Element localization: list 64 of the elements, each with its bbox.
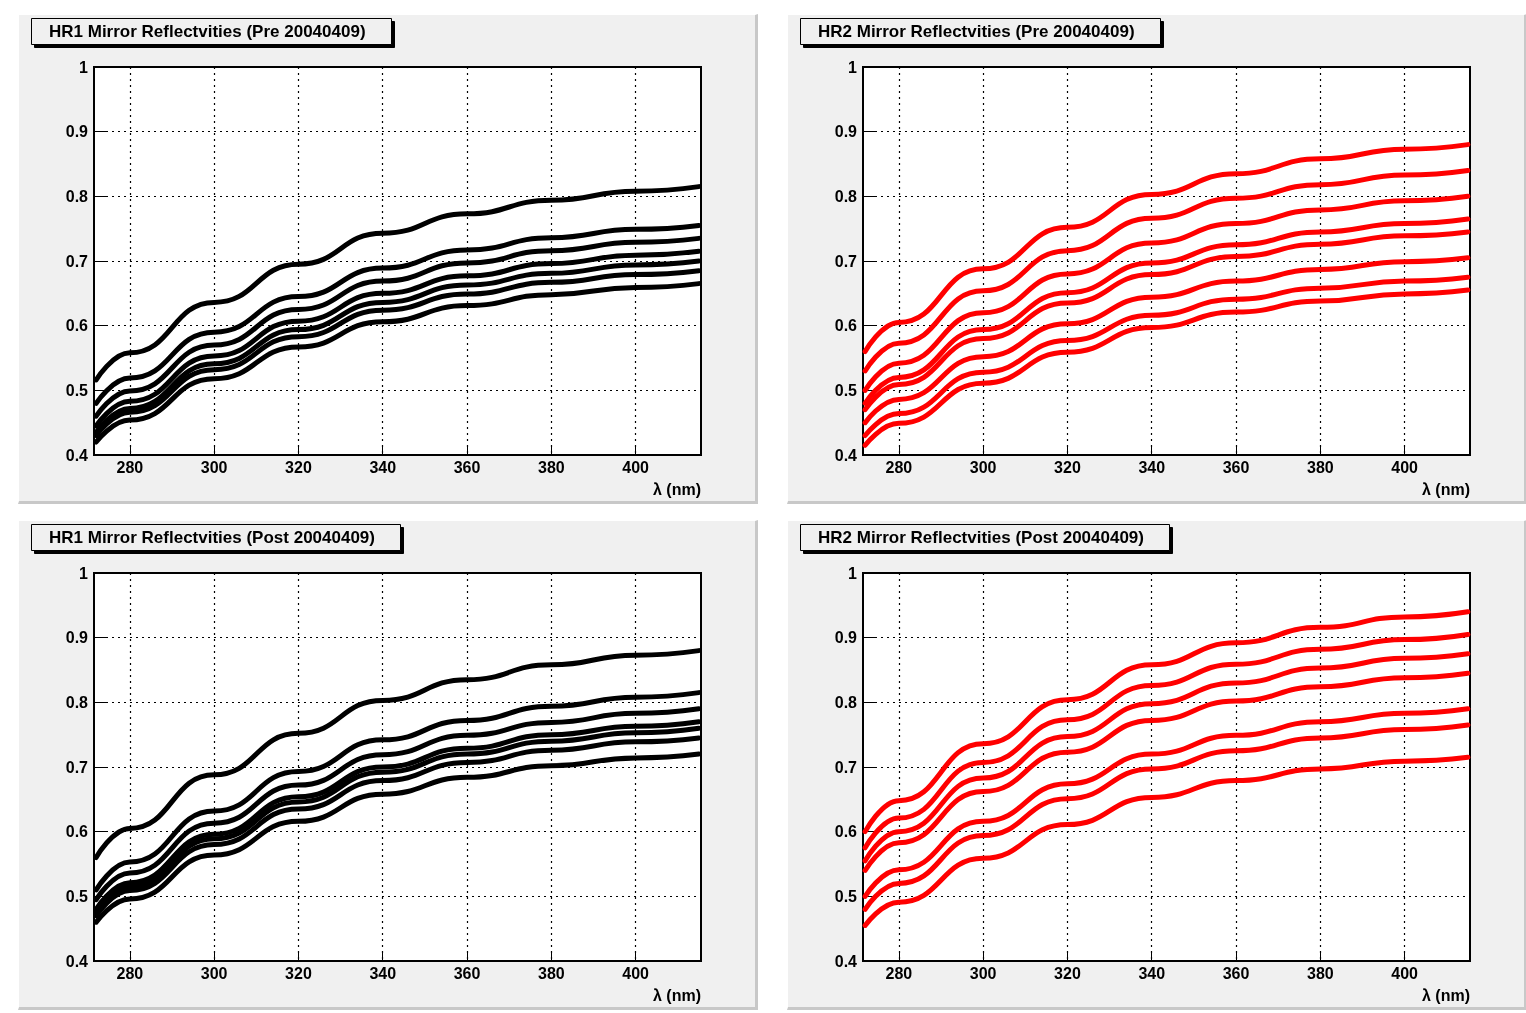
y-tick-label: 1 [848,564,858,582]
x-tick-label: 380 [538,964,565,982]
x-tick-label: 320 [1054,964,1081,982]
y-tick-label: 1 [79,58,89,76]
x-tick-label: 380 [1307,458,1334,476]
x-tick-label: 340 [1138,964,1166,982]
x-tick-label: 360 [1222,458,1250,476]
x-axis-title: λ (nm) [653,986,701,1004]
x-tick-label: 300 [200,458,228,476]
x-axis-title: λ (nm) [1422,986,1470,1004]
chart-title: HR2 Mirror Reflectvities (Pre 20040409) [818,22,1135,41]
y-tick-label: 0.6 [65,823,89,841]
y-tick-label: 0.4 [834,952,858,970]
x-tick-label: 360 [1222,964,1250,982]
y-tick-label: 0.6 [65,317,89,335]
x-tick-label: 360 [453,458,481,476]
y-tick-label: 0.8 [65,693,89,711]
x-tick-label: 360 [453,964,481,982]
y-tick-label: 0.9 [65,629,89,647]
x-tick-label: 320 [285,458,312,476]
x-tick-label: 380 [538,458,565,476]
x-tick-label: 280 [885,964,913,982]
y-tick-label: 0.5 [65,381,89,399]
y-tick-label: 0.5 [834,887,858,905]
chart-title: HR1 Mirror Reflectvities (Pre 20040409) [49,22,366,41]
y-tick-label: 1 [79,564,89,582]
x-tick-label: 320 [285,964,312,982]
x-tick-label: 280 [116,458,144,476]
y-tick-label: 0.4 [65,446,89,464]
y-tick-label: 0.7 [65,252,89,270]
x-tick-label: 280 [116,964,144,982]
y-tick-label: 0.5 [834,381,858,399]
x-axis-title: λ (nm) [1422,480,1470,498]
y-tick-label: 0.4 [834,446,858,464]
x-tick-label: 400 [622,964,650,982]
chart-title: HR2 Mirror Reflectvities (Post 20040409) [818,528,1144,547]
y-tick-label: 1 [848,58,858,76]
y-tick-label: 0.8 [834,187,858,205]
y-tick-label: 0.9 [65,123,89,141]
x-tick-label: 400 [1391,458,1419,476]
x-tick-label: 340 [369,964,397,982]
y-tick-label: 0.4 [65,952,89,970]
y-tick-label: 0.8 [834,693,858,711]
x-tick-label: 300 [200,964,228,982]
x-tick-label: 400 [622,458,650,476]
y-tick-label: 0.6 [834,317,858,335]
x-axis-title: λ (nm) [653,480,701,498]
x-tick-label: 380 [1307,964,1334,982]
y-tick-label: 0.8 [65,187,89,205]
x-tick-label: 320 [1054,458,1081,476]
x-tick-label: 340 [1138,458,1166,476]
y-tick-label: 0.9 [834,629,858,647]
y-tick-label: 0.5 [65,887,89,905]
y-tick-label: 0.7 [834,758,858,776]
y-tick-label: 0.6 [834,823,858,841]
x-tick-label: 280 [885,458,913,476]
y-tick-label: 0.7 [834,252,858,270]
y-tick-label: 0.7 [65,758,89,776]
chart-title: HR1 Mirror Reflectvities (Post 20040409) [49,528,375,547]
x-tick-label: 300 [969,458,997,476]
y-tick-label: 0.9 [834,123,858,141]
x-tick-label: 300 [969,964,997,982]
x-tick-label: 340 [369,458,397,476]
x-tick-label: 400 [1391,964,1419,982]
